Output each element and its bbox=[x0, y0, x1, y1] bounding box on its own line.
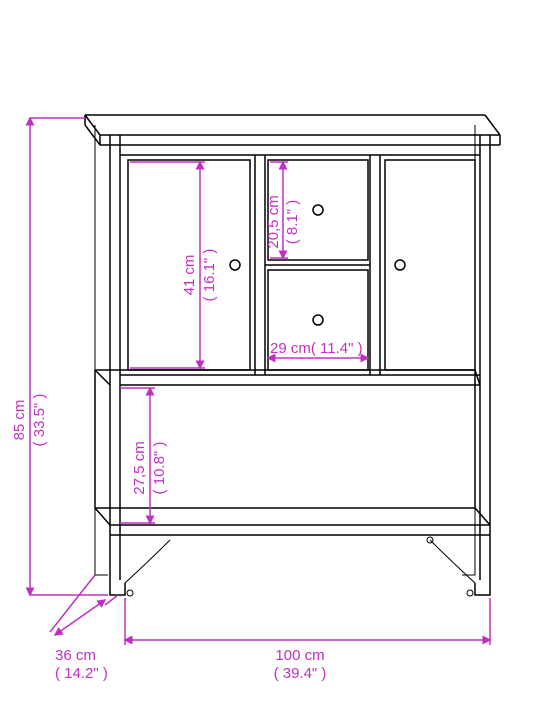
dim-shelf-gap-cm: 27,5 cm bbox=[131, 441, 148, 494]
dim-drawer-h-cm: 20,5 cm bbox=[265, 195, 282, 248]
dim-drawer-h-in: ( 8.1" ) bbox=[284, 200, 301, 245]
dim-width-cm: 100 cm bbox=[275, 647, 324, 664]
dim-door-h-cm: 41 cm bbox=[181, 255, 198, 296]
dim-door-h-in: ( 16.1" ) bbox=[201, 249, 218, 302]
dim-total-height-cm: 85 cm bbox=[11, 400, 28, 441]
dim-width-in: ( 39.4" ) bbox=[274, 665, 327, 682]
dim-depth-cm: 36 cm bbox=[55, 647, 96, 664]
dim-depth-in: ( 14.2" ) bbox=[55, 665, 108, 682]
dim-drawer-w-cm: 29 cm( 11.4" ) bbox=[270, 340, 363, 357]
dim-shelf-gap-in: ( 10.8" ) bbox=[151, 442, 168, 495]
dim-total-height-in: ( 33.5" ) bbox=[31, 394, 48, 447]
